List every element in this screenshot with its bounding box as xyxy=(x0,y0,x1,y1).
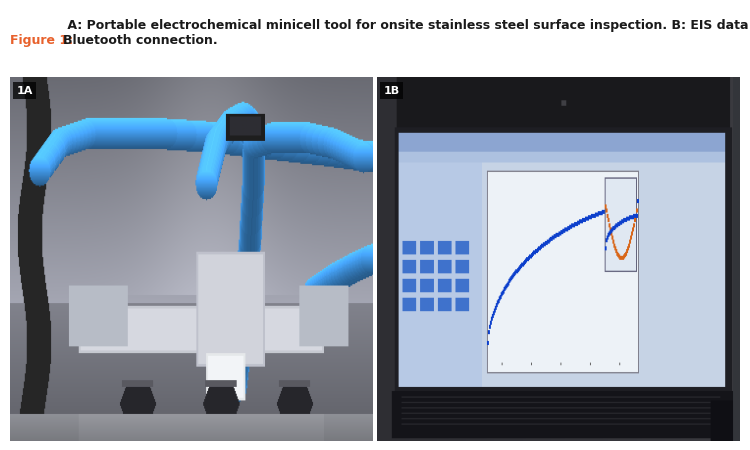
Text: 1A: 1A xyxy=(16,86,33,95)
Text: Figure 1:: Figure 1: xyxy=(10,35,73,48)
Text: 1B: 1B xyxy=(384,86,400,95)
Text: A: Portable electrochemical minicell tool for onsite stainless steel surface ins: A: Portable electrochemical minicell too… xyxy=(63,19,750,48)
